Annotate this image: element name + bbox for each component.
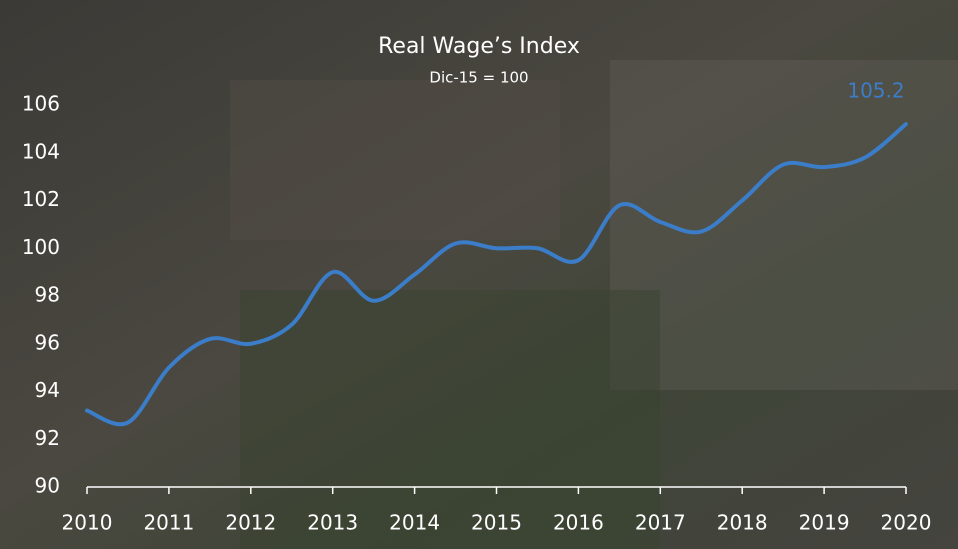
y-tick-label: 98 — [35, 283, 60, 307]
line — [85, 122, 908, 427]
y-tick-label: 92 — [35, 426, 60, 450]
background-building — [230, 80, 560, 240]
x-tick-label: 2019 — [799, 511, 850, 535]
background-lawn — [240, 290, 660, 549]
x-tick-label: 2020 — [881, 511, 932, 535]
data-label: 105.2 — [847, 79, 904, 103]
chart-subtitle: Dic-15 = 100 — [429, 69, 528, 87]
y-tick-label: 104 — [22, 139, 60, 163]
x-tick-label: 2012 — [225, 511, 276, 535]
y-tick-label: 100 — [22, 235, 60, 259]
x-tick-label: 2013 — [307, 511, 358, 535]
y-tick-label: 106 — [22, 92, 60, 116]
y-tick-label: 102 — [22, 187, 60, 211]
x-tick-label: 2018 — [717, 511, 768, 535]
y-tick-label: 94 — [35, 378, 60, 402]
x-tick-label: 2014 — [389, 511, 440, 535]
y-tick-label: 90 — [35, 474, 60, 498]
x-tick-label: 2010 — [62, 511, 113, 535]
background-building — [610, 60, 958, 390]
x-tick-label: 2016 — [553, 511, 604, 535]
chart-title: Real Wage’s Index — [378, 34, 580, 59]
x-tick-label: 2017 — [635, 511, 686, 535]
x-tick-label: 2011 — [143, 511, 194, 535]
y-tick-label: 96 — [35, 330, 60, 354]
x-tick-label: 2015 — [471, 511, 522, 535]
